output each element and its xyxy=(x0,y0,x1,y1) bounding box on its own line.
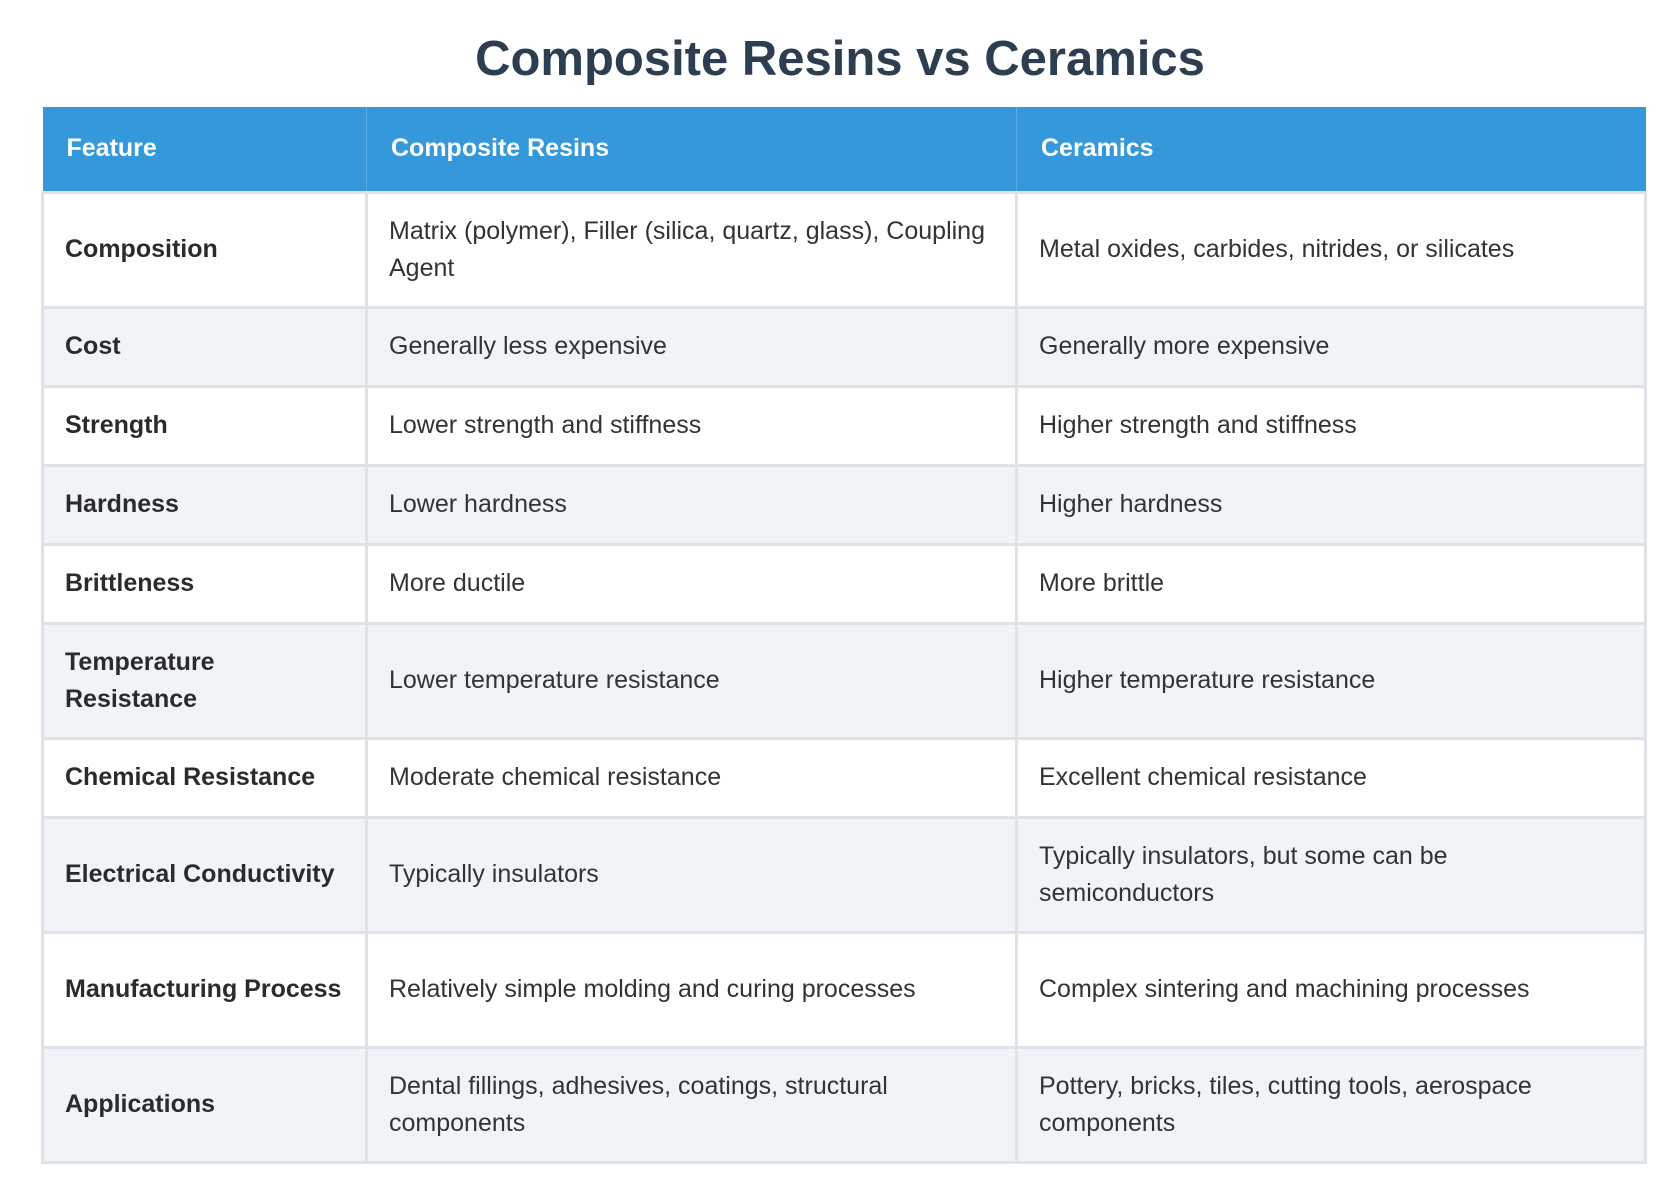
ceramics-cell: Pottery, bricks, tiles, cutting tools, a… xyxy=(1015,1045,1647,1164)
table-row: Chemical Resistance Moderate chemical re… xyxy=(41,736,1647,819)
header-row: Feature Composite Resins Ceramics xyxy=(42,107,1646,192)
table-row: Hardness Lower hardness Higher hardness xyxy=(41,463,1647,546)
ceramics-cell: Higher hardness xyxy=(1015,463,1647,546)
table-row: Manufacturing Process Relatively simple … xyxy=(41,930,1647,1049)
table-row: Electrical Conductivity Typically insula… xyxy=(41,815,1647,934)
feature-cell: Strength xyxy=(41,384,368,467)
feature-cell: Brittleness xyxy=(41,542,368,625)
table-header: Feature Composite Resins Ceramics xyxy=(42,107,1646,192)
feature-cell: Temperature Resistance xyxy=(41,621,368,740)
composite-cell: Moderate chemical resistance xyxy=(365,736,1018,819)
table-body: Composition Matrix (polymer), Filler (si… xyxy=(41,190,1647,1164)
ceramics-cell: Complex sintering and machining processe… xyxy=(1015,930,1647,1049)
feature-cell: Electrical Conductivity xyxy=(41,815,368,934)
feature-cell: Applications xyxy=(41,1045,368,1164)
composite-cell: Matrix (polymer), Filler (silica, quartz… xyxy=(365,190,1018,309)
composite-cell: Lower strength and stiffness xyxy=(365,384,1018,467)
comparison-table-container: Feature Composite Resins Ceramics Compos… xyxy=(41,107,1647,1164)
table-row: Temperature Resistance Lower temperature… xyxy=(41,621,1647,740)
ceramics-cell: More brittle xyxy=(1015,542,1647,625)
header-ceramics: Ceramics xyxy=(1016,107,1646,192)
feature-cell: Cost xyxy=(41,305,368,388)
composite-cell: Lower hardness xyxy=(365,463,1018,546)
ceramics-cell: Metal oxides, carbides, nitrides, or sil… xyxy=(1015,190,1647,309)
composite-cell: Generally less expensive xyxy=(365,305,1018,388)
table-row: Strength Lower strength and stiffness Hi… xyxy=(41,384,1647,467)
ceramics-cell: Typically insulators, but some can be se… xyxy=(1015,815,1647,934)
feature-cell: Composition xyxy=(41,190,368,309)
composite-cell: Dental fillings, adhesives, coatings, st… xyxy=(365,1045,1018,1164)
composite-cell: Lower temperature resistance xyxy=(365,621,1018,740)
table-row: Composition Matrix (polymer), Filler (si… xyxy=(41,190,1647,309)
composite-cell: Relatively simple molding and curing pro… xyxy=(365,930,1018,1049)
ceramics-cell: Higher strength and stiffness xyxy=(1015,384,1647,467)
feature-cell: Chemical Resistance xyxy=(41,736,368,819)
composite-cell: More ductile xyxy=(365,542,1018,625)
page-title: Composite Resins vs Ceramics xyxy=(475,32,1205,86)
table-row: Brittleness More ductile More brittle xyxy=(41,542,1647,625)
header-composite-resins: Composite Resins xyxy=(366,107,1017,192)
ceramics-cell: Higher temperature resistance xyxy=(1015,621,1647,740)
table-row: Cost Generally less expensive Generally … xyxy=(41,305,1647,388)
ceramics-cell: Generally more expensive xyxy=(1015,305,1647,388)
header-feature: Feature xyxy=(42,107,367,192)
feature-cell: Hardness xyxy=(41,463,368,546)
feature-cell: Manufacturing Process xyxy=(41,930,368,1049)
table-row: Applications Dental fillings, adhesives,… xyxy=(41,1045,1647,1164)
composite-cell: Typically insulators xyxy=(365,815,1018,934)
ceramics-cell: Excellent chemical resistance xyxy=(1015,736,1647,819)
comparison-table: Feature Composite Resins Ceramics Compos… xyxy=(41,107,1647,1164)
